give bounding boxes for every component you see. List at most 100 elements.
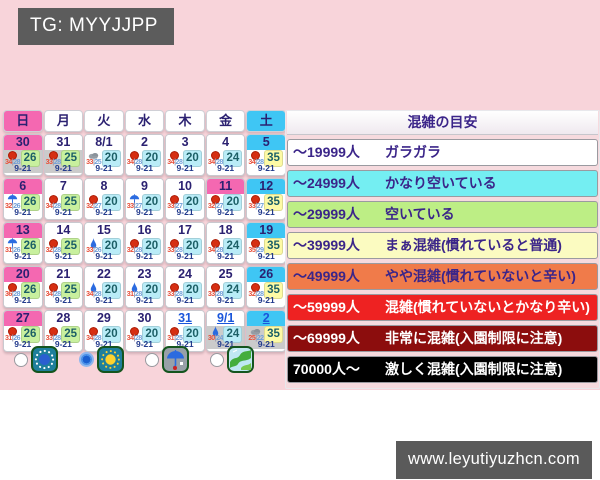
date-link[interactable]: 2 [262,311,270,325]
calendar-day-cell[interactable]: 12 33|27 35 9-21 [246,178,286,220]
crowd-forecast-badge: 20 [182,326,202,343]
calendar-day-cell[interactable]: 10 33|27 20 9-21 [165,178,205,220]
park-filter-option-4[interactable] [210,346,254,373]
sun-badge-icon[interactable] [97,346,124,373]
sun-weather-icon [169,150,180,161]
calendar-day-cell[interactable]: 3 34|28 20 9-21 [165,134,205,176]
calendar-day-cell[interactable]: 8/1 33|25 20 9-21 [84,134,124,176]
calendar-day-cell[interactable]: 2 34|28 20 9-21 [124,134,165,176]
temp-separator: | [174,203,176,210]
date-link[interactable]: 31 [178,311,193,325]
calendar-day-cell[interactable]: 26 32|28 35 9-21 [246,266,286,308]
calendar-day-cell[interactable]: 16 32|28 20 9-21 [124,222,165,264]
calendar-day-cell[interactable]: 15 33|26 20 9-21 [84,222,124,264]
date-label: 9 [141,179,148,193]
calendar-week-row: 6 32|26 26 9-21 7 34|28 25 9-21 8 32|27 20 9-21 9 33|… [3,178,286,220]
legend-range: ～69999人 [293,330,360,346]
cell-date-band: 17 [166,223,204,238]
temp-low: 27 [216,203,223,210]
dotted-ring-icon[interactable] [31,346,58,373]
temperature-range: 31|26 [5,247,21,254]
filter-radio[interactable] [210,352,224,367]
crowd-forecast-badge: 24 [223,150,243,167]
calendar-day-cell[interactable]: 11 32|27 20 9-21 [205,178,246,220]
temp-low: 28 [53,291,61,298]
temp-separator: | [52,247,54,254]
cell-body: 34|28 20 9-21 [85,282,123,305]
calendar-day-cell[interactable]: 20 36|28 26 9-21 [3,266,43,308]
calendar-day-cell[interactable]: 8 32|27 20 9-21 [84,178,124,220]
congestion-legend: 混雑の目安 ～19999人 ガラガラ ～24999人 かなり空いている ～29999人 空… [285,110,600,389]
sun-weather-icon [48,282,59,293]
park-filter-option-2[interactable] [79,346,124,373]
sun-weather-icon [250,194,261,205]
temperature-range: 32|27 [208,203,224,210]
temp-high: 33 [86,247,93,254]
calendar-day-cell[interactable]: 29 34|28 20 9-21 [84,310,124,352]
calendar-day-cell[interactable]: 19 35|29 35 9-21 [246,222,286,264]
date-label: 4 [222,135,230,149]
calendar-day-cell[interactable]: 28 33|28 25 9-21 [43,310,84,352]
calendar-day-cell[interactable]: 25 33|28 24 9-21 [205,266,246,308]
crowd-forecast-badge: 20 [182,150,202,167]
sun-weather-icon [48,238,59,249]
date-link[interactable]: 9/1 [216,311,235,325]
temperature-range: 34|28 [248,159,264,166]
temp-high: 34 [207,159,215,166]
calendar-day-cell[interactable]: 22 34|28 20 9-21 [84,266,124,308]
calendar-day-cell[interactable]: 18 34|28 24 9-21 [205,222,246,264]
cell-body: 32|27 20 9-21 [85,194,123,217]
calendar-day-cell[interactable]: 24 33|28 20 9-21 [165,266,205,308]
crowd-forecast-badge: 25 [61,326,81,343]
date-label: 28 [56,311,71,325]
crowd-forecast-badge: 35 [264,238,283,255]
calendar-day-cell[interactable]: 31 33|28 25 9-21 [43,134,84,176]
opening-hours: 9-21 [176,339,194,349]
calendar-day-cell[interactable]: 2 25|22 35 9-21 [246,310,286,352]
filter-radio[interactable] [145,352,159,367]
calendar-day-cell[interactable]: 23 31|28 20 9-21 [124,266,165,308]
opening-hours: 9-21 [217,339,235,349]
park-filter-option-3[interactable] [145,346,189,373]
calendar-day-cell[interactable]: 30 34|28 20 9-21 [124,310,165,352]
temp-high: 36 [5,291,12,298]
cell-date-band: 3 [166,135,204,150]
cell-body: 34|28 35 9-21 [247,150,285,173]
calendar-day-cell[interactable]: 31 31|25 20 9-21 [165,310,205,352]
crowd-forecast-badge: 25 [61,194,81,211]
legend-label: ガラガラ [385,144,441,160]
calendar-day-cell[interactable]: 13 31|26 26 9-21 [3,222,43,264]
umbrella-badge-icon[interactable] [162,346,189,373]
cell-date-band: 22 [85,267,123,282]
calendar-day-cell[interactable]: 30 34|28 26 9-21 [3,134,43,176]
opening-hours: 9-21 [217,163,235,173]
calendar-day-cell[interactable]: 7 34|28 25 9-21 [43,178,84,220]
calendar-day-cell[interactable]: 14 32|28 25 9-21 [43,222,84,264]
temperature-range: 31|26 [5,335,21,342]
calendar-day-cell[interactable]: 6 32|26 26 9-21 [3,178,43,220]
cell-body: 34|28 25 9-21 [44,194,83,217]
map-badge-icon[interactable] [227,346,254,373]
calendar-day-cell[interactable]: 9 33|27 20 9-21 [124,178,165,220]
opening-hours: 9-21 [217,251,235,261]
calendar-day-cell[interactable]: 17 33|28 20 9-21 [165,222,205,264]
legend-label: 激しく混雑(入園制限に注意) [385,361,563,377]
filter-radio[interactable] [14,352,28,367]
temp-low: 28 [53,203,61,210]
calendar-day-cell[interactable]: 21 34|28 25 9-21 [43,266,84,308]
temperature-range: 30|24 [208,335,224,342]
cell-body: 25|22 35 9-21 [247,326,285,349]
temp-separator: | [52,291,54,298]
crowd-forecast-badge: 20 [101,238,121,255]
date-label: 22 [96,267,111,281]
date-label: 11 [219,179,233,193]
cell-date-band: 9/1 [206,311,245,326]
filter-radio-selected[interactable] [79,352,94,367]
park-filter-option-1[interactable] [14,346,58,373]
calendar-day-cell[interactable]: 4 34|28 24 9-21 [205,134,246,176]
calendar-day-cell[interactable]: 9/1 30|24 24 9-21 [205,310,246,352]
calendar-day-cell[interactable]: 5 34|28 35 9-21 [246,134,286,176]
temperature-range: 33|27 [127,203,143,210]
opening-hours: 9-21 [54,251,72,261]
calendar-day-cell[interactable]: 27 31|26 26 9-21 [3,310,43,352]
